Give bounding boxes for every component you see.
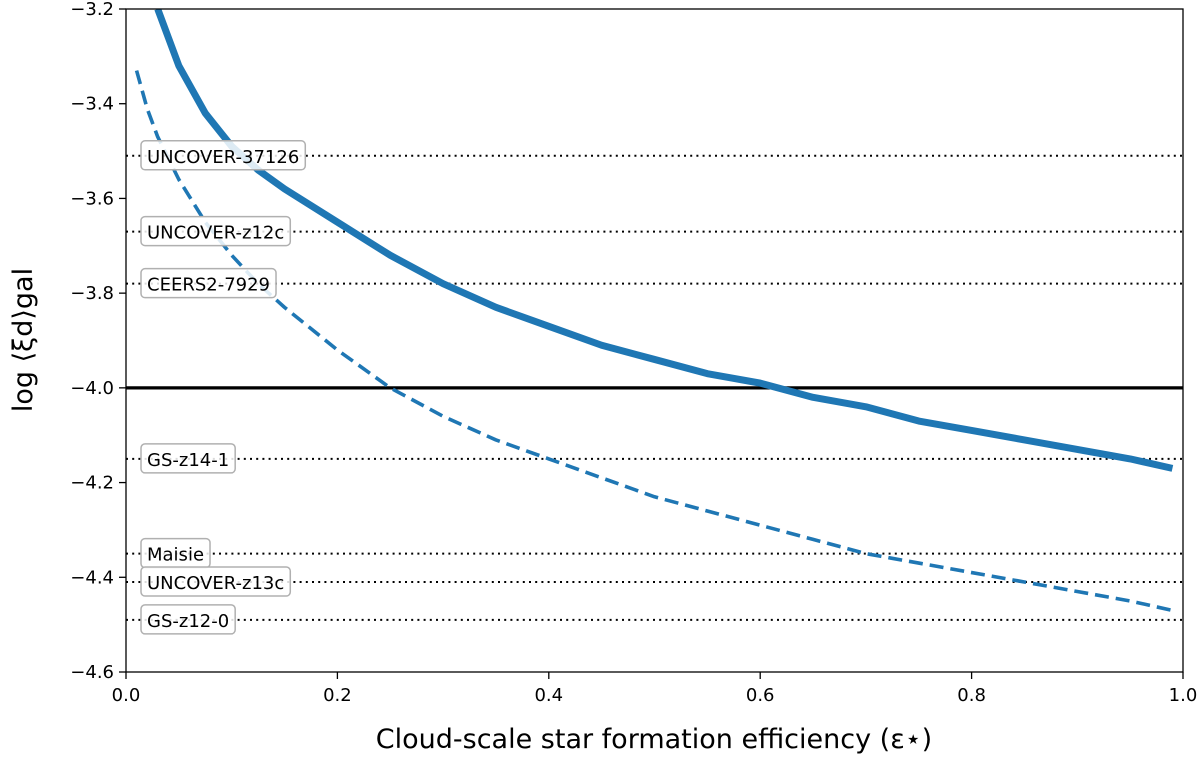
x-tick-label: 0.8: [957, 685, 986, 706]
x-axis-label: Cloud-scale star formation efficiency (ε…: [376, 724, 932, 755]
reference-label-background: [140, 443, 236, 474]
plot-frame: [125, 8, 1184, 673]
reference-label: UNCOVER-z12c: [147, 223, 284, 244]
y-tick-label: −3.2: [70, 0, 114, 20]
x-tick-label: 0.0: [112, 685, 141, 706]
y-tick-label: −3.8: [70, 283, 114, 304]
reference-label-box: GS-z12-0: [140, 604, 236, 635]
y-tick-label: −4.2: [70, 473, 114, 494]
reference-label-box: UNCOVER-z13c: [140, 566, 292, 597]
y-tick-label: −4.6: [70, 662, 114, 683]
reference-label-background: [140, 140, 307, 171]
reference-label-background: [140, 604, 236, 635]
y-tick-label: −4.4: [70, 567, 114, 588]
reference-label-background: [140, 215, 292, 247]
reference-label: UNCOVER-z13c: [147, 573, 284, 594]
reference-label: Maisie: [147, 545, 204, 566]
series-solid: [154, 9, 1174, 472]
reference-label-background: [140, 566, 292, 597]
reference-label: CEERS2-7929: [147, 275, 270, 296]
x-axis: 0.0 0.2 0.4 0.6 0.8 1.0: [112, 672, 1198, 706]
reference-label-box: UNCOVER-37126: [140, 140, 307, 171]
reference-label-box: UNCOVER-z12c: [140, 215, 292, 247]
reference-label-box: Maisie: [140, 537, 211, 569]
reference-label: GS-z12-0: [147, 611, 229, 632]
x-tick-label: 1.0: [1169, 685, 1198, 706]
x-tick-label: 0.2: [323, 685, 352, 706]
x-tick-label: 0.4: [534, 685, 563, 706]
reference-lines: [126, 154, 1183, 621]
reference-label-background: [140, 267, 277, 299]
reference-labels: UNCOVER-37126 UNCOVER-z12c CEERS2-7929 GS-z…: [140, 140, 307, 635]
y-tick-label: −4.0: [70, 378, 114, 399]
reference-label-box: GS-z14-1: [140, 443, 236, 474]
series-dashed: [134, 70, 1173, 613]
reference-label-box: CEERS2-7929: [140, 267, 277, 299]
x-tick-label: 0.6: [746, 685, 775, 706]
reference-label: GS-z14-1: [147, 450, 229, 471]
y-tick-label: −3.4: [70, 94, 114, 115]
series-layer: [134, 9, 1174, 613]
y-tick-label: −3.6: [70, 188, 114, 209]
y-axis: −4.6 −4.4 −4.2 −4.0 −3.8 −3.6 −3.4 −3.2: [70, 0, 126, 683]
y-axis-label: log ⟨ξd⟩gal: [8, 268, 39, 412]
reference-label: UNCOVER-37126: [147, 147, 299, 168]
